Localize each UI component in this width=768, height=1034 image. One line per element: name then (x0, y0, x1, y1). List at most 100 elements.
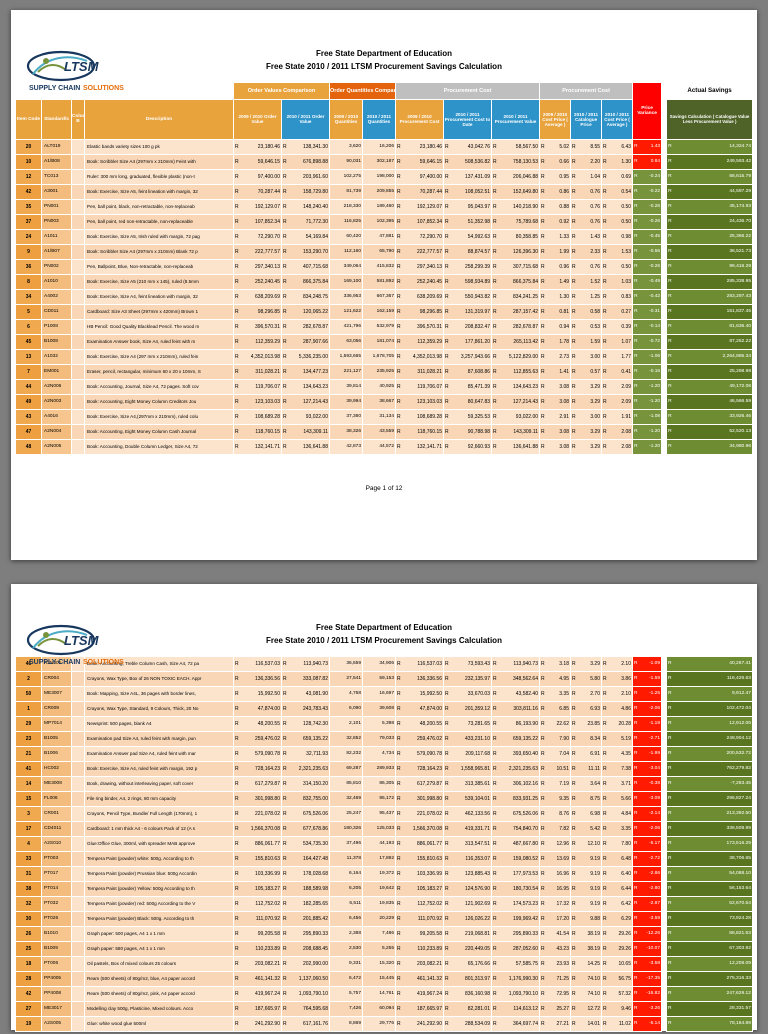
order-value-1011-cell: R 1,137,060.50 (281, 970, 330, 987)
column-b-cell (71, 835, 85, 852)
description-cell: Examination Answer book, Size A4, ruled … (84, 333, 234, 350)
catalogue-price-1011-cell: R 9.19 (570, 850, 602, 867)
col-qty-1011: 2010 / 2011 Quantities (361, 98, 397, 140)
proc-value-1011-cell: R 57,585.75 (491, 955, 540, 972)
qty-1011-cell: 289,933 (362, 760, 396, 777)
description-cell: Glue:Office Glue, 300ml, with spreader M… (84, 835, 234, 852)
order-value-0910-cell: R 132,141.71 (233, 438, 282, 455)
proc-cost-0910-cell: R 48,200.55 (395, 715, 444, 732)
column-b-cell (71, 790, 85, 807)
description-cell: Ruler: 300 mm long, graduated, flexible … (84, 168, 234, 185)
spacer-cell (661, 716, 667, 732)
catalogue-price-1011-cell: R 3.29 (570, 438, 603, 455)
column-b-cell (71, 138, 85, 155)
order-value-1011-cell: R 1,093,790.10 (281, 985, 330, 1002)
catalogue-price-1011-cell: R 3.00 (570, 408, 603, 425)
column-b-cell (71, 805, 85, 822)
savings-cell: R 336,508.99 (666, 820, 753, 837)
proc-value-1011-cell: R 834,241.25 (491, 288, 541, 305)
description-cell: Book: Accounting, Treble Column Cash, Si… (84, 655, 234, 672)
price-variance-cell: R -1.08 (632, 408, 663, 425)
price-variance-cell: R -1.20 (632, 378, 663, 395)
standard-cell: A2N005 (41, 438, 72, 455)
spacer-cell (661, 671, 667, 687)
order-value-1011-cell: R 164,427.48 (281, 850, 330, 867)
qty-1011-cell: 44,572 (361, 438, 397, 455)
description-cell: Book: Exercise, Size A5 (210 mm x 145), … (84, 273, 234, 290)
standard-cell: PN002 (41, 258, 72, 275)
item-code-cell: 26 (15, 925, 42, 942)
cost-price-1011-cell: R 9.46 (601, 1000, 633, 1017)
standard-cell: A3001 (41, 183, 72, 200)
cost-price-0910-cell: R 0.95 (539, 168, 572, 185)
column-b-cell (71, 303, 85, 320)
proc-cost-1011-cell: R 313,547.51 (443, 835, 492, 852)
cost-price-0910-cell: R 2.91 (539, 408, 572, 425)
order-value-1011-cell: R 2,321,235.63 (281, 760, 330, 777)
qty-1011-cell: 102,395 (361, 213, 397, 230)
proc-cost-1011-cell: R 208,832.47 (443, 318, 493, 335)
price-variance-cell: R -0.22 (632, 183, 663, 200)
cost-price-1011-cell: R 0.27 (601, 303, 634, 320)
col-cost-price-1011: 2010 / 2011 Cost Price ( Average ) (601, 98, 634, 140)
group-header-row: Order Values Comparison Order Quantities… (15, 81, 753, 140)
cost-price-1011-cell: R 0.98 (601, 228, 634, 245)
order-value-1011-cell: R 188,589.98 (281, 880, 330, 897)
savings-cell: R 36,521.73 (666, 243, 754, 260)
savings-cell: R 102,472.04 (666, 700, 753, 717)
price-variance-cell: R -0.26 (632, 213, 663, 230)
cost-price-1011-cell: R 6.43 (601, 138, 634, 155)
table-row: 21 B1006 Examination Answer pad Size A4, r… (15, 745, 753, 762)
standard-cell: PT006 (41, 955, 72, 972)
order-value-1011-cell: R 832,755.00 (281, 790, 330, 807)
price-variance-cell: R -0.16 (632, 363, 663, 380)
qty-0910-cell: 32,852 (329, 730, 363, 747)
savings-cell: R 56,153.64 (666, 880, 753, 897)
standard-cell: A1/B07 (41, 243, 72, 260)
cost-price-1011-cell: R 3.35 (601, 820, 633, 837)
cost-price-0910-cell: R 3.18 (539, 655, 571, 672)
savings-cell: R 25,298.98 (666, 363, 754, 380)
proc-cost-0910-cell: R 886,061.77 (395, 835, 444, 852)
item-code-cell: 21 (15, 745, 42, 762)
cost-price-0910-cell: R 9.35 (539, 790, 571, 807)
standard-cell: PT014 (41, 880, 72, 897)
price-variance-cell: R -3.59 (632, 910, 662, 927)
column-b-cell (71, 775, 85, 792)
order-value-0910-cell: R 886,061.77 (233, 835, 282, 852)
catalogue-price-1011-cell: R 9.19 (570, 880, 602, 897)
table-row: 35 PN001 Pen, ball point, black, non-retra… (15, 198, 754, 215)
header-price-variance: Price Variance (632, 81, 663, 140)
proc-value-1011-cell: R 754,840.70 (491, 820, 540, 837)
proc-cost-1011-cell: R 85,471.39 (443, 378, 493, 395)
order-value-0910-cell: R 23,180.46 (233, 138, 282, 155)
description-cell: Book: Accounting, Eight Money Column Cas… (84, 423, 234, 440)
cost-price-1011-cell: R 56.75 (601, 970, 633, 987)
cost-price-1011-cell: R 2.10 (601, 655, 633, 672)
order-value-0910-cell: R 108,689.28 (233, 408, 282, 425)
order-value-1011-cell: R 201,885.42 (281, 910, 330, 927)
order-value-0910-cell: R 105,183.27 (233, 880, 282, 897)
price-variance-cell: R -2.06 (632, 700, 662, 717)
standard-cell: FL006 (41, 790, 72, 807)
item-code-cell: 42 (15, 985, 42, 1002)
column-b-cell (71, 198, 85, 215)
order-value-1011-cell: R 127,214.43 (281, 393, 330, 410)
cost-price-0910-cell: R 8.76 (539, 805, 571, 822)
item-code-cell: 48 (15, 438, 42, 455)
description-cell: Tempera Paint (powder) Black: 500g. Acco… (84, 910, 234, 927)
savings-cell: R 73,924.28 (666, 910, 753, 927)
standard-cell: CR004 (41, 670, 72, 687)
proc-value-1011-cell: R 143,309.11 (491, 423, 541, 440)
price-variance-cell: R -0.45 (632, 228, 663, 245)
order-value-1011-cell: R 764,595.68 (281, 1000, 330, 1017)
price-variance-cell: R -0.26 (632, 258, 663, 275)
header-spacer (661, 82, 667, 140)
qty-1011-cell: 59,153 (362, 670, 396, 687)
cost-price-0910-cell: R 5.02 (539, 138, 572, 155)
item-code-cell: 6 (15, 318, 42, 335)
proc-cost-0910-cell: R 222,777.57 (395, 243, 445, 260)
column-b-cell (71, 700, 85, 717)
catalogue-price-1011-cell: R 6.91 (570, 745, 602, 762)
catalogue-price-1011-cell: R 3.29 (570, 393, 603, 410)
